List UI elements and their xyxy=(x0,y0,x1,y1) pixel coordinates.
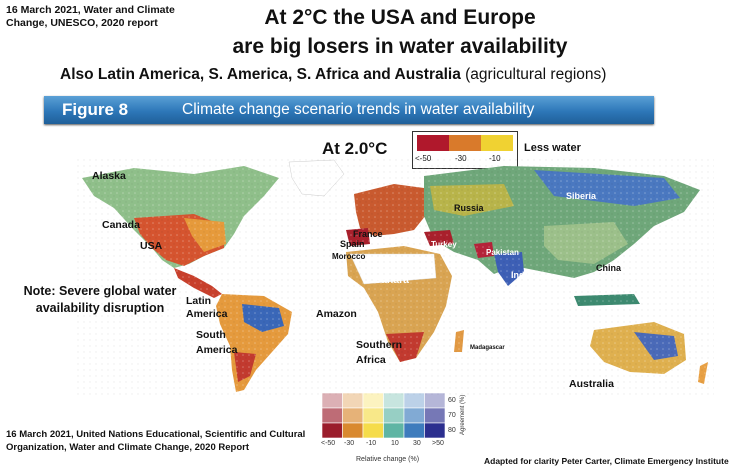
agreement-cell xyxy=(342,392,364,409)
world-water-map xyxy=(74,156,714,396)
agreement-cell xyxy=(383,422,405,439)
label-sahara: Sahara xyxy=(374,274,410,286)
legend-swatch-3 xyxy=(481,135,513,151)
credit-note: Adapted for clarity Peter Carter, Climat… xyxy=(484,456,729,466)
figure-label: Figure 8 xyxy=(62,100,129,119)
agree-x-tick-3: -10 xyxy=(366,440,376,447)
agreement-cell xyxy=(424,407,446,424)
agreement-cell xyxy=(362,392,384,409)
label-india: India xyxy=(511,270,533,280)
headline-line-2: are big losers in water availability xyxy=(232,35,568,58)
label-madagascar: Madagascar xyxy=(470,345,505,351)
label-spain: Spain xyxy=(340,239,365,249)
source-note: 16 March 2021, United Nations Educationa… xyxy=(6,429,306,453)
label-pakistan: Pakistan xyxy=(486,248,519,257)
label-amazon: Amazon xyxy=(316,308,357,320)
agreement-cell xyxy=(321,392,343,409)
agreement-cell xyxy=(403,407,425,424)
agreement-cell xyxy=(321,422,343,439)
label-siberia: Siberia xyxy=(566,191,597,201)
label-turkey: Turkey xyxy=(431,240,457,249)
scenario-label: At 2.0°C xyxy=(322,139,388,158)
label-france: France xyxy=(353,229,383,239)
less-water-label: Less water xyxy=(524,142,581,154)
agree-x-tick-4: 10 xyxy=(391,440,399,447)
agree-x-tick-5: 30 xyxy=(413,440,421,447)
agree-y-tick-3: 80 xyxy=(448,427,456,434)
agree-y-label: Agreement (%) xyxy=(460,395,466,435)
label-russia: Russia xyxy=(454,203,484,213)
agreement-cell xyxy=(342,407,364,424)
label-australia: Australia xyxy=(569,378,614,390)
agreement-cell xyxy=(362,407,384,424)
subheadline-bold: Also Latin America, S. America, S. Afric… xyxy=(60,66,461,83)
agreement-cell xyxy=(403,392,425,409)
agreement-cell xyxy=(383,407,405,424)
subheadline-normal: (agricultural regions) xyxy=(460,66,607,83)
agree-y-tick-1: 60 xyxy=(448,397,456,404)
label-china: China xyxy=(596,263,622,273)
legend-swatch-1 xyxy=(417,135,449,151)
label-latin-america: Latin America xyxy=(186,295,228,320)
label-canada: Canada xyxy=(102,219,140,231)
agreement-cell xyxy=(362,422,384,439)
agreement-cell xyxy=(403,422,425,439)
agreement-cell xyxy=(424,392,446,409)
agreement-cell xyxy=(424,422,446,439)
agree-x-tick-1: <-50 xyxy=(321,440,335,447)
label-alaska: Alaska xyxy=(92,170,126,182)
label-southern-africa: Southern Africa xyxy=(356,339,403,366)
agreement-legend: <-50 -30 -10 10 30 >50 60 70 80 Relative… xyxy=(321,392,466,463)
agreement-cell xyxy=(383,392,405,409)
label-morocco: Morocco xyxy=(332,252,366,261)
agreement-cell xyxy=(321,407,343,424)
label-usa: USA xyxy=(140,240,163,252)
disruption-note: Note: Severe global water availability d… xyxy=(23,284,177,315)
date-note: 16 March 2021, Water and Climate Change,… xyxy=(6,4,175,29)
figure-banner: Figure 8 Climate change scenario trends … xyxy=(44,96,654,124)
label-south-america: South America xyxy=(196,329,238,356)
figure-title: Climate change scenario trends in water … xyxy=(182,101,535,118)
agree-x-label: Relative change (%) xyxy=(356,456,419,463)
agreement-cell xyxy=(342,422,364,439)
agree-x-tick-2: -30 xyxy=(344,440,354,447)
subheadline: Also Latin America, S. America, S. Afric… xyxy=(60,66,750,84)
legend-swatch-2 xyxy=(449,135,481,151)
agreement-legend-cells xyxy=(321,392,446,439)
agree-x-tick-6: >50 xyxy=(432,440,444,447)
headline-line-1: At 2°C the USA and Europe xyxy=(264,6,536,29)
agree-y-tick-2: 70 xyxy=(448,412,456,419)
